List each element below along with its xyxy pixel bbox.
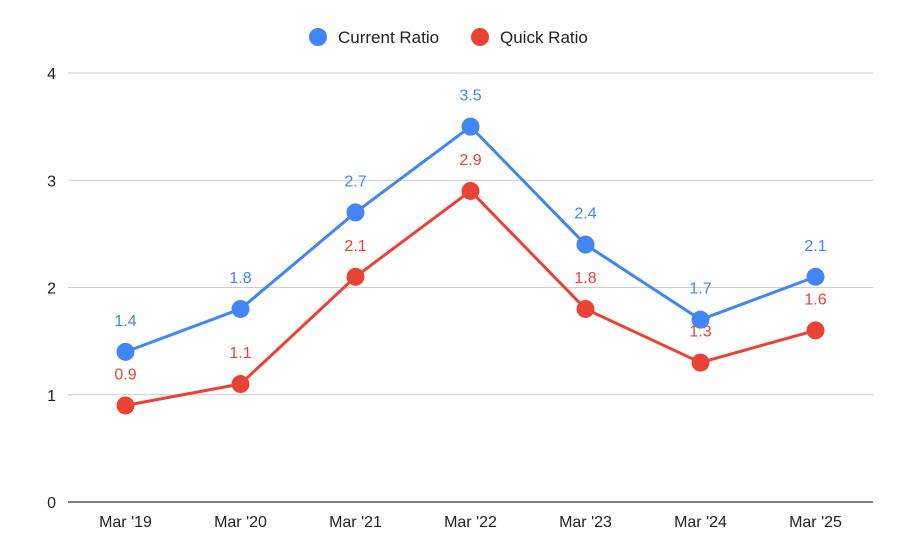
series-group: 1.41.82.73.52.41.72.10.91.12.12.91.81.31… bbox=[114, 88, 827, 415]
data-point bbox=[116, 342, 135, 361]
data-point bbox=[346, 203, 365, 222]
legend-item: Quick Ratio bbox=[471, 28, 588, 47]
data-point bbox=[461, 117, 480, 136]
data-label: 1.7 bbox=[689, 281, 711, 298]
series-current-ratio bbox=[116, 117, 825, 361]
data-point bbox=[576, 299, 595, 318]
gridlines bbox=[68, 72, 873, 503]
data-label: 1.4 bbox=[114, 313, 136, 330]
data-point bbox=[231, 299, 250, 318]
data-labels-quick-ratio: 0.9 1.1 2.1 2.9 1.8 1.3 1.6 bbox=[114, 152, 826, 384]
data-point bbox=[231, 375, 250, 394]
data-label: 1.6 bbox=[804, 291, 826, 308]
series-line bbox=[124, 189, 817, 407]
series-quick-ratio bbox=[116, 181, 825, 415]
legend-label: Current Ratio bbox=[338, 28, 439, 47]
data-label: 2.9 bbox=[459, 152, 481, 169]
y-tick-label: 2 bbox=[47, 281, 56, 298]
y-tick-label: 1 bbox=[47, 388, 56, 405]
x-tick-label: Mar '20 bbox=[214, 514, 267, 531]
data-label: 1.1 bbox=[229, 345, 251, 362]
data-label: 2.4 bbox=[574, 206, 596, 223]
y-tick-label: 0 bbox=[47, 495, 56, 512]
data-point bbox=[806, 321, 825, 340]
data-point bbox=[116, 396, 135, 415]
legend-marker bbox=[309, 28, 327, 46]
data-label: 1.8 bbox=[574, 270, 596, 287]
data-labels-current-ratio: 1.4 1.8 2.7 3.5 2.4 1.7 2.1 bbox=[114, 88, 826, 330]
legend-item: Current Ratio bbox=[309, 28, 439, 47]
x-tick-label: Mar '19 bbox=[99, 514, 152, 531]
y-tick-label: 3 bbox=[47, 173, 56, 190]
data-point bbox=[691, 353, 710, 372]
data-label: 3.5 bbox=[459, 88, 481, 105]
x-tick-label: Mar '23 bbox=[559, 514, 612, 531]
data-point bbox=[691, 310, 710, 329]
legend-label: Quick Ratio bbox=[500, 28, 588, 47]
x-axis: Mar '19 Mar '20 Mar '21 Mar '22 Mar '23 Mar '… bbox=[99, 514, 842, 531]
y-tick-label: 4 bbox=[47, 66, 56, 83]
legend: Current Ratio Quick Ratio bbox=[309, 28, 588, 47]
data-label: 2.7 bbox=[344, 173, 366, 190]
legend-marker bbox=[471, 28, 489, 46]
x-tick-label: Mar '24 bbox=[674, 514, 727, 531]
y-axis: 0 1 2 3 4 bbox=[47, 66, 56, 512]
data-point bbox=[346, 267, 365, 286]
data-label: 0.9 bbox=[114, 366, 136, 383]
data-label: 2.1 bbox=[804, 238, 826, 255]
data-label: 2.1 bbox=[344, 238, 366, 255]
data-point bbox=[461, 181, 480, 200]
data-point bbox=[806, 267, 825, 286]
x-tick-label: Mar '21 bbox=[329, 514, 382, 531]
data-point bbox=[576, 235, 595, 254]
data-label: 1.3 bbox=[689, 324, 711, 341]
data-label: 1.8 bbox=[229, 270, 251, 287]
x-tick-label: Mar '25 bbox=[789, 514, 842, 531]
x-tick-label: Mar '22 bbox=[444, 514, 497, 531]
